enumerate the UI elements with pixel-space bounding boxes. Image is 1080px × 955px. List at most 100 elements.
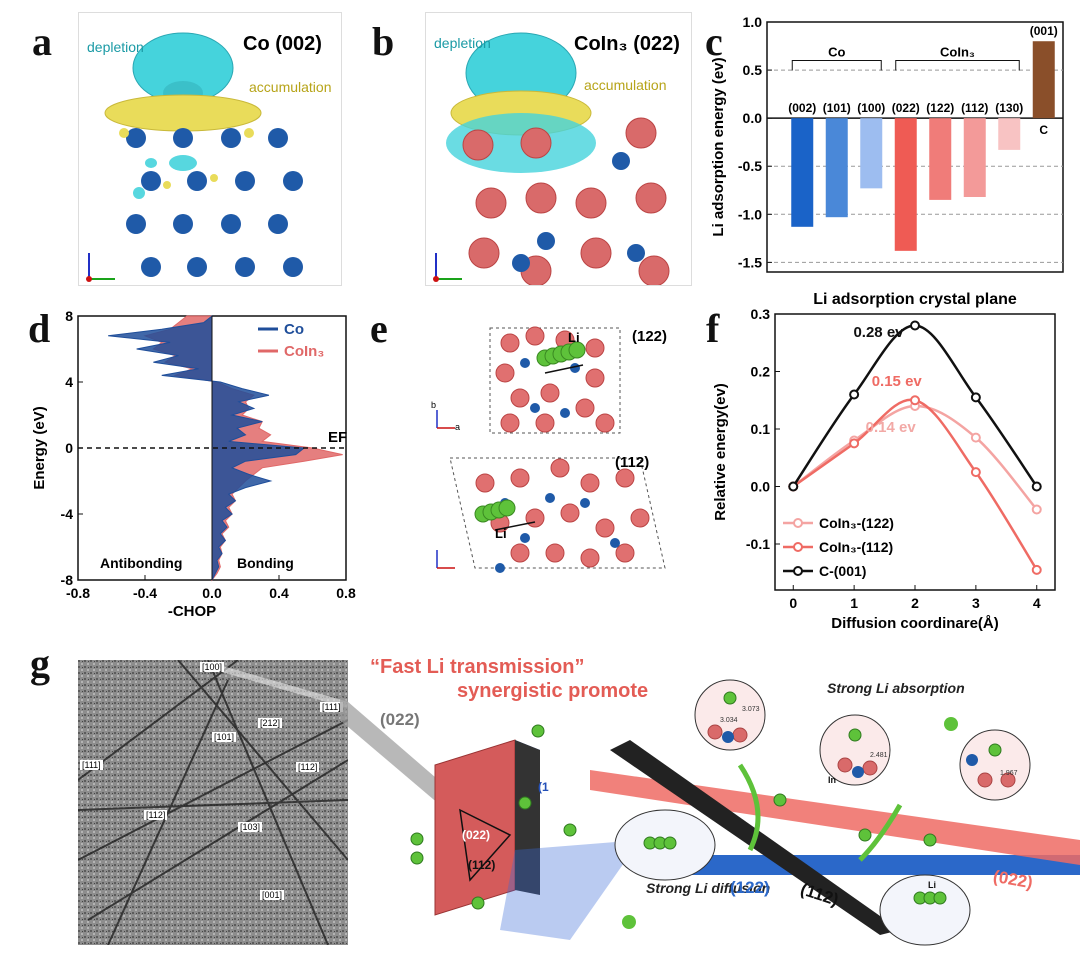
annotation: 0.14 ev (866, 419, 917, 436)
y-tick-label: -0.1 (746, 536, 770, 552)
y-tick-label: -8 (61, 572, 74, 588)
axes-triad-b (433, 253, 462, 282)
panel-label-b: b (372, 19, 395, 64)
legend-label: CoIn₃-(112) (819, 539, 893, 555)
plane-022-gray: (022) (380, 710, 420, 729)
panel-e-structure-svg (436, 326, 666, 573)
legend-label: Co (284, 321, 304, 338)
g-title-line2: synergistic promote (457, 680, 649, 702)
y-axis-title: Relative energy(ev) (712, 383, 729, 521)
panel-label-f: f (706, 306, 720, 351)
panel-label-c: c (705, 19, 723, 64)
li-arrow-122 (544, 364, 584, 374)
chart-c-adsorption: 1.0 0.5 0.0 -0.5 -1.0 -1.5 (002) (101) (100) (022… (710, 14, 1064, 308)
small-isosurfaces (133, 155, 197, 199)
x-axis-title: -CHOP (168, 603, 216, 620)
point-CoIn₃-(112) (910, 395, 920, 406)
panel-b-structure (433, 32, 670, 287)
y-tick-label: 0 (65, 440, 73, 456)
y-tick-label: -0.5 (738, 158, 762, 174)
co-atom-grid (126, 128, 303, 277)
bar-4 (929, 118, 952, 200)
x-tick-label: 2 (911, 595, 919, 611)
in-atoms (462, 117, 670, 287)
bar-5 (963, 118, 986, 197)
y-tick-label: 0.5 (743, 62, 763, 78)
bar-6 (998, 118, 1021, 150)
point-CoIn₃-(122) (1031, 504, 1042, 515)
panel-a-title: Co (002) (243, 33, 322, 55)
in-atoms-e (475, 326, 650, 568)
group-bracket (895, 59, 1020, 71)
tem-label-111-right: [111] (320, 702, 343, 712)
point-C-(001) (788, 481, 799, 492)
legend-marker (793, 542, 803, 552)
cube-side-label: (1 (538, 780, 549, 794)
panel-g-schematic: [100] [111] [212] [101] [111] [112] [112… (0, 640, 1080, 955)
x-axis-title: Diffusion coordinare(Å) (831, 615, 999, 632)
annotation: 0.15 ev (872, 373, 923, 390)
x-tick-label: 0.0 (202, 585, 222, 601)
tem-micrograph (78, 660, 348, 945)
step1-number: 1 (812, 678, 820, 690)
panel-label-g: g (30, 641, 50, 686)
chart-d-cohp: EF -0.8 -0.4 0.0 0.4 0.8 8 4 0 -4 -8 -CHOP Energy (e… (31, 308, 356, 620)
point-CoIn₃-(122) (970, 432, 981, 443)
in-atom-label: In (828, 775, 836, 785)
fermi-label: EF (328, 429, 347, 446)
bar-category-label: (001) (1030, 24, 1058, 38)
panel-a-structure (86, 32, 303, 282)
step2-label: Strong Li diffusion (646, 880, 771, 896)
bond-length-2: 3.073 (742, 706, 760, 713)
step1-label: Strong Li absorption (827, 680, 965, 696)
bar-3 (894, 118, 917, 251)
panel-b-title: CoIn₃ (022) (574, 33, 680, 55)
bar-category-label: (100) (857, 101, 885, 115)
x-tick-label: 0 (789, 595, 797, 611)
step1-marker-circle (944, 717, 958, 731)
point-CoIn₃-(112) (1031, 564, 1042, 575)
co-atoms-e (495, 358, 620, 573)
area-Co (108, 314, 306, 581)
bond-length-4: 1.967 (1000, 770, 1018, 777)
plane-122-label: (122) (632, 328, 668, 345)
x-tick-label: 3 (972, 595, 980, 611)
band-122-label: (122) (730, 878, 770, 897)
y-tick-label: 0.1 (751, 421, 771, 437)
bar-category-label: (112) (961, 101, 988, 115)
antibonding-note: Antibonding (100, 555, 182, 571)
axis-a-label: a (455, 422, 461, 432)
bar-category-label: (022) (892, 101, 920, 115)
co-atoms-b (512, 152, 645, 272)
bar-category-label: (002) (788, 101, 816, 115)
y-tick-label: 0.2 (751, 364, 771, 380)
legend-marker (793, 518, 803, 528)
panel-a-charge-density: Co (002) depletion accumulation (78, 12, 342, 286)
point-CoIn₃-(112) (970, 467, 981, 478)
point-C-(001) (970, 392, 981, 403)
bar-2 (860, 118, 883, 189)
small-accum (119, 128, 254, 189)
plane-112-label: (112) (615, 454, 650, 471)
panel-label-d: d (28, 306, 51, 351)
li-label-122: Li (568, 330, 580, 345)
li-label-g: Li (928, 880, 936, 890)
chart-f-energy: 0 1 2 3 4 0.3 0.2 0.1 0.0 -0.1 0.28 ev 0.15 ev 0.14 … (712, 306, 1056, 632)
y-tick-label: 0.3 (751, 306, 771, 322)
bar-7 (1032, 41, 1055, 119)
y-axis-title: Li adsorption energy (ev) (710, 57, 727, 236)
x-tick-label: -0.8 (66, 585, 90, 601)
point-C-(001) (849, 389, 860, 400)
accumulation-label: accumulation (249, 79, 332, 95)
x-tick-label: 4 (1033, 595, 1041, 611)
tem-label-212: [212] (258, 718, 283, 728)
bar-category-label: (130) (995, 101, 1023, 115)
tem-label-100: [100] (200, 662, 225, 672)
annotation: 0.28 ev (853, 324, 904, 341)
plot-frame (766, 21, 1064, 273)
accumulation-lobe (104, 94, 262, 132)
y-tick-label: 4 (65, 374, 73, 390)
legend-label: CoIn₃ (284, 343, 324, 360)
bar-category-label: (101) (823, 101, 851, 115)
panel-label-a: a (32, 19, 52, 64)
